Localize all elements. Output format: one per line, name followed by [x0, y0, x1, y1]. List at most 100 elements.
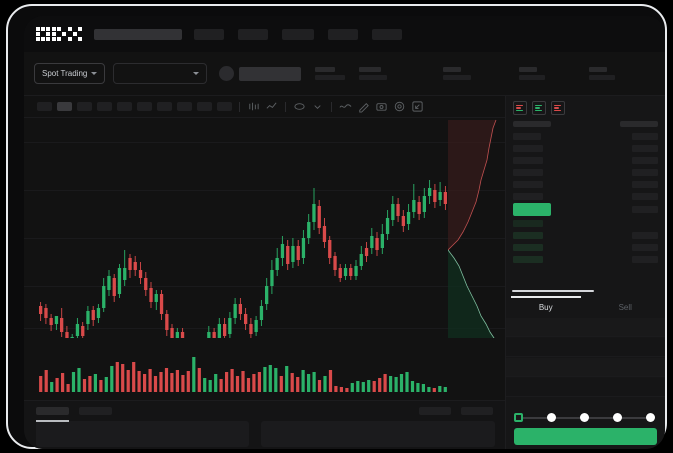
orderbook-ask-row[interactable] [513, 178, 658, 190]
total-field[interactable] [506, 378, 665, 397]
timeframe-button[interactable] [97, 102, 112, 111]
orderbook-header [506, 119, 665, 130]
chevron-down-icon [91, 72, 98, 75]
trading-mode-label: Spot Trading [42, 69, 88, 78]
candlestick-icon[interactable] [247, 100, 260, 113]
chevron-down-icon[interactable] [311, 100, 324, 113]
ticker-stat [359, 67, 388, 80]
slider-mark-50[interactable] [580, 413, 589, 422]
order-type-field[interactable] [506, 318, 665, 337]
toolbar-divider [239, 101, 240, 112]
candlestick-series [39, 180, 447, 338]
nav-item[interactable] [372, 28, 402, 40]
toolbar-divider [331, 101, 332, 112]
coin-avatar-icon [219, 66, 235, 81]
volume-series [39, 357, 447, 392]
nav-search-box[interactable] [94, 28, 182, 40]
bottom-action-button[interactable] [419, 407, 451, 415]
orderbook-bid-row[interactable] [513, 253, 658, 265]
bottom-tab[interactable] [79, 407, 112, 415]
chart-gridline [24, 286, 505, 287]
timeframe-button[interactable] [37, 102, 52, 111]
timeframe-button-active[interactable] [57, 102, 72, 111]
active-tab-underline [36, 420, 69, 422]
chart-gridline [24, 238, 505, 239]
last-price [239, 66, 302, 81]
tab-sell[interactable]: Sell [586, 296, 666, 318]
orderbook-asks-view-icon[interactable] [551, 101, 565, 115]
camera-icon[interactable] [375, 100, 388, 113]
bottom-action-button[interactable] [461, 407, 493, 415]
fullscreen-icon[interactable] [411, 100, 424, 113]
orderbook-both-view-icon[interactable] [513, 101, 527, 115]
ticker-stat [315, 67, 346, 80]
chart-gridline [24, 142, 505, 143]
orderbook-mid-price-row[interactable] [513, 202, 658, 217]
top-nav [24, 16, 665, 52]
orderbook-bids-view-icon[interactable] [532, 101, 546, 115]
slider-mark-100[interactable] [646, 413, 655, 422]
orderbook-bid-row[interactable] [513, 229, 658, 241]
nav-item[interactable] [194, 28, 224, 40]
pencil-icon[interactable] [357, 100, 370, 113]
trading-pair-select[interactable] [113, 63, 208, 84]
timeframe-button[interactable] [157, 102, 172, 111]
timeframe-button[interactable] [77, 102, 92, 111]
tab-buy-label: Buy [538, 302, 553, 312]
slider-handle[interactable] [514, 413, 523, 422]
orderbook-rows [506, 130, 665, 265]
okx-logo[interactable] [36, 27, 82, 41]
slider-mark-25[interactable] [547, 413, 556, 422]
timeframe-button[interactable] [197, 102, 212, 111]
device-bezel: Spot Trading [6, 4, 667, 449]
okx-logo-glyph [52, 27, 66, 41]
toolbar-divider [285, 101, 286, 112]
timeframe-button[interactable] [177, 102, 192, 111]
settings-gear-icon[interactable] [393, 100, 406, 113]
tab-buy[interactable]: Buy [506, 296, 586, 318]
amount-field[interactable] [506, 358, 665, 377]
okx-logo-glyph [68, 27, 82, 41]
indicator-icon[interactable] [265, 100, 278, 113]
bottom-right-panel[interactable] [260, 421, 495, 447]
tab-sell-label: Sell [618, 302, 632, 312]
okx-logo-glyph [36, 27, 50, 41]
timeframe-button[interactable] [117, 102, 132, 111]
bottom-tab-active[interactable] [36, 407, 69, 415]
orderbook-ask-row[interactable] [513, 130, 658, 142]
percentage-slider[interactable] [514, 413, 657, 423]
bottom-left-panel[interactable] [36, 421, 249, 447]
nav-item[interactable] [328, 28, 358, 40]
price-field[interactable] [506, 338, 665, 357]
bottom-panel [24, 400, 505, 449]
mid-price-highlight [513, 203, 551, 216]
volume-chart[interactable] [24, 338, 505, 400]
submit-order-button[interactable] [514, 428, 657, 445]
price-chart[interactable] [24, 118, 505, 338]
orderbook-ask-row[interactable] [513, 154, 658, 166]
compare-icon[interactable] [293, 100, 306, 113]
active-tab-underline [511, 296, 581, 298]
orderbook-ask-row[interactable] [513, 190, 658, 202]
ticker-bar: Spot Trading [24, 52, 665, 96]
ticker-stat [519, 67, 546, 80]
chart-gridline [24, 190, 505, 191]
orderbook-bid-row[interactable] [513, 217, 658, 229]
ticker-stat [443, 67, 472, 80]
app-screen: Spot Trading [24, 16, 665, 449]
timeframe-button[interactable] [217, 102, 232, 111]
orderbook-ask-row[interactable] [513, 142, 658, 154]
order-form-panel: Buy Sell [505, 296, 665, 449]
trading-mode-select[interactable]: Spot Trading [34, 63, 106, 84]
ticker-stat [589, 67, 616, 80]
slider-mark-75[interactable] [613, 413, 622, 422]
orderbook-mode-group [506, 96, 665, 119]
orderbook-scrollbar[interactable] [512, 290, 594, 292]
orderbook-bid-row[interactable] [513, 241, 658, 253]
nav-item[interactable] [282, 28, 314, 40]
orderbook-ask-row[interactable] [513, 166, 658, 178]
timeframe-button[interactable] [137, 102, 152, 111]
chevron-down-icon [193, 72, 200, 75]
line-chart-icon[interactable] [339, 100, 352, 113]
nav-item[interactable] [238, 28, 268, 40]
